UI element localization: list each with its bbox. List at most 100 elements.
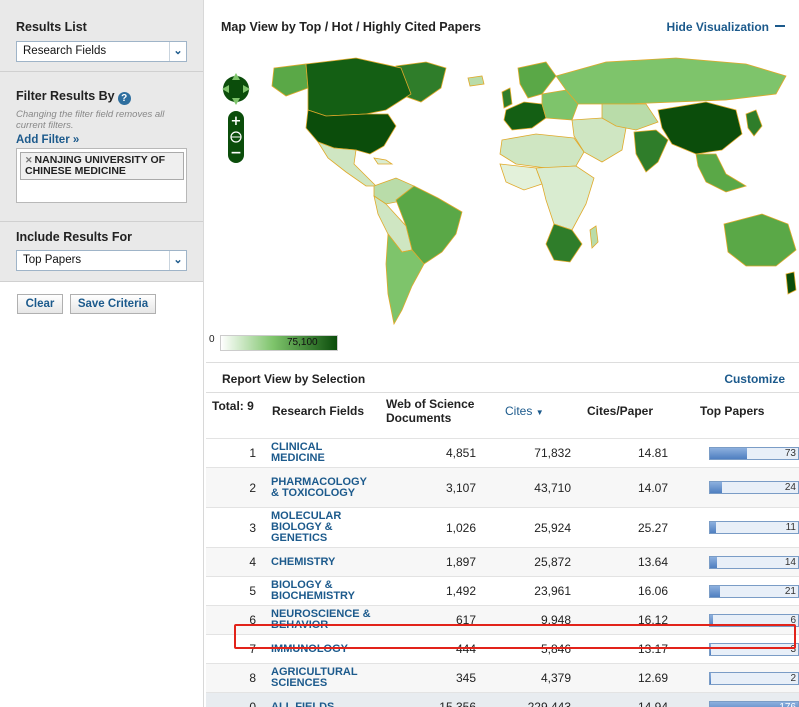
sort-desc-icon: ▼ bbox=[535, 408, 544, 417]
pan-left-icon bbox=[222, 85, 229, 93]
hide-visualization-label: Hide Visualization bbox=[666, 20, 769, 34]
top-papers-bar[interactable]: 11 bbox=[709, 521, 799, 534]
filter-chip-label: NANJING UNIVERSITY OF CHINESE MEDICINE bbox=[25, 154, 166, 177]
header-wos-documents[interactable]: Web of Science Documents bbox=[386, 397, 475, 425]
help-icon[interactable]: ? bbox=[117, 92, 131, 105]
top-papers-cell[interactable]: 2 bbox=[709, 664, 799, 692]
add-filter-link[interactable]: Add Filter » bbox=[16, 134, 80, 146]
row-rank: 3 bbox=[249, 520, 256, 535]
top-papers-value: 21 bbox=[784, 585, 796, 597]
top-papers-cell[interactable]: 24 bbox=[709, 468, 799, 507]
top-papers-value: 73 bbox=[784, 447, 796, 459]
top-papers-bar-fill bbox=[710, 482, 722, 493]
zoom-out-icon: − bbox=[230, 145, 242, 161]
hide-visualization-link[interactable]: Hide Visualization bbox=[667, 20, 785, 34]
row-wos-documents: 617 bbox=[455, 613, 476, 627]
scale-max: 75,100 bbox=[287, 337, 318, 348]
header-cites-per-paper[interactable]: Cites/Paper bbox=[587, 404, 654, 418]
map-region-argentina-chile bbox=[385, 232, 425, 326]
row-cites: 9,948 bbox=[540, 613, 571, 627]
map-region-mexico bbox=[317, 141, 377, 187]
row-cites-per-paper: 16.06 bbox=[637, 584, 668, 598]
table-row[interactable]: 2 PHARMACOLOGY & TOXICOLOGY 3,107 43,710 14.… bbox=[206, 467, 799, 507]
top-papers-cell[interactable]: 3 bbox=[709, 635, 799, 663]
chevron-down-icon[interactable]: ⌄ bbox=[169, 251, 186, 270]
row-rank: 1 bbox=[249, 446, 256, 460]
field-link[interactable]: PHARMACOLOGY & TOXICOLOGY bbox=[271, 475, 367, 499]
top-papers-bar[interactable]: 24 bbox=[709, 481, 799, 494]
top-papers-bar[interactable]: 6 bbox=[709, 613, 799, 627]
include-select[interactable]: Top Papers ⌄ bbox=[16, 250, 187, 271]
top-papers-value: 11 bbox=[785, 522, 796, 533]
header-research-fields[interactable]: Research Fields bbox=[272, 404, 365, 418]
pan-up-icon bbox=[232, 73, 240, 80]
top-papers-value: 14 bbox=[784, 556, 796, 568]
remove-filter-icon[interactable]: ✕ bbox=[25, 155, 33, 165]
results-list-heading: Results List bbox=[16, 20, 87, 34]
top-papers-value: 2 bbox=[790, 672, 796, 684]
top-papers-value: 176 bbox=[779, 701, 796, 707]
top-papers-bar-fill bbox=[710, 556, 718, 568]
field-link[interactable]: CLINICAL MEDICINE bbox=[271, 441, 325, 464]
top-papers-cell[interactable]: 11 bbox=[709, 508, 799, 547]
field-link[interactable]: MOLECULAR BIOLOGY & GENETICS bbox=[271, 510, 342, 544]
row-cites: 229,443 bbox=[527, 700, 571, 707]
row-cites-per-paper: 14.94 bbox=[637, 700, 668, 707]
clear-button[interactable]: Clear bbox=[17, 294, 63, 314]
table-row[interactable]: 4 CHEMISTRY 1,897 25,872 13.64 14 bbox=[206, 547, 799, 576]
field-link[interactable]: NEUROSCIENCE & BEHAVIOR bbox=[271, 608, 371, 631]
map-title: Map View by Top / Hot / Highly Cited Pap… bbox=[221, 20, 481, 34]
table-row[interactable]: 5 BIOLOGY & BIOCHEMISTRY 1,492 23,961 16.06 2… bbox=[206, 576, 799, 605]
top-papers-bar[interactable]: 14 bbox=[709, 555, 799, 569]
header-cites[interactable]: Cites ▼ bbox=[505, 404, 544, 420]
map-navigation-control[interactable]: + − bbox=[221, 67, 251, 163]
results-list-selected: Research Fields bbox=[23, 45, 107, 57]
field-link[interactable]: AGRICULTURAL SCIENCES bbox=[271, 666, 358, 689]
row-cites: 25,872 bbox=[534, 555, 571, 569]
top-papers-bar[interactable]: 2 bbox=[709, 671, 799, 685]
field-link[interactable]: BIOLOGY & BIOCHEMISTRY bbox=[271, 579, 355, 602]
filter-heading-text: Filter Results By bbox=[16, 89, 115, 103]
table-row[interactable]: 6 NEUROSCIENCE & BEHAVIOR 617 9,948 16.12 6 bbox=[206, 605, 799, 634]
table-row[interactable]: 1 CLINICAL MEDICINE 4,851 71,832 14.81 73 bbox=[206, 438, 799, 467]
table-row[interactable]: 0 ALL FIELDS 15,356 229,443 14.94 176 bbox=[206, 692, 799, 707]
pan-right-icon bbox=[243, 85, 250, 93]
top-papers-cell[interactable]: 73 bbox=[709, 439, 799, 467]
chevron-down-icon[interactable]: ⌄ bbox=[169, 42, 186, 61]
map-region-madagascar bbox=[589, 225, 599, 249]
world-map[interactable] bbox=[206, 54, 799, 354]
map-region-australia bbox=[723, 213, 797, 267]
customize-link[interactable]: Customize bbox=[724, 372, 785, 386]
row-cites-per-paper: 13.64 bbox=[637, 555, 668, 569]
top-papers-cell[interactable]: 6 bbox=[709, 606, 799, 634]
field-link[interactable]: ALL FIELDS bbox=[271, 700, 335, 707]
top-papers-bar[interactable]: 176 bbox=[709, 700, 799, 707]
top-papers-value: 3 bbox=[790, 643, 796, 655]
top-papers-cell[interactable]: 176 bbox=[709, 693, 799, 707]
row-cites-per-paper: 14.07 bbox=[637, 480, 668, 495]
top-papers-bar[interactable]: 73 bbox=[709, 446, 799, 460]
row-wos-documents: 4,851 bbox=[445, 446, 476, 460]
map-region-southeast-asia bbox=[695, 153, 747, 193]
top-papers-cell[interactable]: 21 bbox=[709, 577, 799, 605]
results-list-select[interactable]: Research Fields ⌄ bbox=[16, 41, 187, 62]
table-row[interactable]: 7 IMMUNOLOGY 444 5,846 13.17 3 bbox=[206, 634, 799, 663]
top-papers-cell[interactable]: 14 bbox=[709, 548, 799, 576]
field-link[interactable]: IMMUNOLOGY bbox=[271, 642, 348, 655]
header-top-papers[interactable]: Top Papers bbox=[700, 404, 765, 418]
table-row[interactable]: 8 AGRICULTURAL SCIENCES 345 4,379 12.69 2 bbox=[206, 663, 799, 692]
sidebar: Results List Research Fields ⌄ Filter Re… bbox=[0, 0, 204, 707]
report-title: Report View by Selection bbox=[222, 372, 366, 386]
map-region-india bbox=[633, 129, 669, 173]
filter-section: Filter Results By? Changing the filter f… bbox=[0, 72, 203, 222]
top-papers-bar-fill bbox=[710, 701, 798, 707]
map-region-iceland bbox=[467, 75, 485, 87]
row-cites: 23,961 bbox=[534, 584, 571, 598]
field-link[interactable]: CHEMISTRY bbox=[271, 555, 336, 568]
table-row[interactable]: 3 MOLECULAR BIOLOGY & GENETICS 1,026 25,924… bbox=[206, 507, 799, 547]
save-criteria-button[interactable]: Save Criteria bbox=[70, 294, 156, 314]
top-papers-bar[interactable]: 21 bbox=[709, 584, 799, 598]
top-papers-value: 6 bbox=[790, 614, 796, 626]
top-papers-bar[interactable]: 3 bbox=[709, 642, 799, 656]
top-papers-value: 24 bbox=[784, 482, 796, 493]
